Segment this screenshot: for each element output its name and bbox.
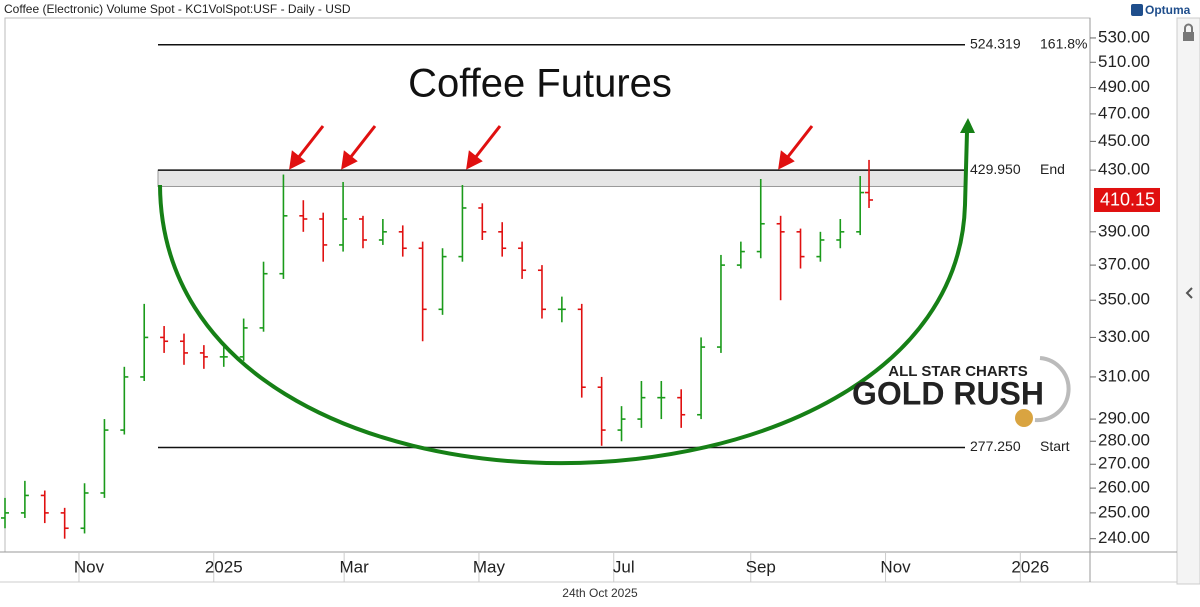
y-tick-label: 280.00 [1098, 431, 1150, 450]
level-value: 524.319 [970, 35, 1021, 51]
x-tick-label: 2026 [1011, 557, 1049, 576]
y-tick-label: 450.00 [1098, 131, 1150, 150]
level-name: Start [1040, 438, 1070, 454]
y-tick-label: 350.00 [1098, 290, 1150, 309]
panel-toggle[interactable] [1185, 287, 1193, 299]
y-tick-label: 240.00 [1098, 528, 1150, 547]
header-bar [0, 0, 1200, 18]
x-tick-label: Mar [340, 557, 370, 576]
x-tick-label: Jul [613, 557, 635, 576]
y-tick-label: 370.00 [1098, 255, 1150, 274]
y-tick-label: 330.00 [1098, 327, 1150, 346]
x-tick-label: Nov [74, 557, 105, 576]
brand-icon [1131, 4, 1143, 16]
y-tick-label: 390.00 [1098, 221, 1150, 240]
resistance-zone [157, 169, 966, 187]
annotation-arrows [289, 125, 814, 170]
footer-date: 24th Oct 2025 [562, 586, 638, 600]
last-price-label: 410.15 [1100, 190, 1155, 210]
x-tick-label: 2025 [205, 557, 243, 576]
x-tick-label: Nov [880, 557, 911, 576]
y-tick-label: 250.00 [1098, 502, 1150, 521]
y-tick-label: 290.00 [1098, 409, 1150, 428]
level-value: 429.950 [970, 161, 1021, 177]
y-tick-label: 490.00 [1098, 77, 1150, 96]
watermark-main: GOLD RUSH [852, 375, 1044, 411]
y-tick-label: 270.00 [1098, 454, 1150, 473]
y-tick-label: 430.00 [1098, 160, 1150, 179]
brand: Optuma [1145, 3, 1191, 17]
watermark-swoosh [1034, 356, 1071, 423]
x-tick-label: Sep [746, 557, 776, 576]
lock-icon[interactable] [1183, 32, 1194, 41]
y-tick-label: 260.00 [1098, 478, 1150, 497]
cup-arc [158, 131, 969, 465]
lock-shackle [1184, 23, 1193, 32]
y-tick-label: 470.00 [1098, 103, 1150, 122]
level-name: 161.8% [1040, 35, 1087, 51]
y-tick-label: 310.00 [1098, 366, 1150, 385]
x-tick-label: May [473, 557, 506, 576]
watermark-top: ALL STAR CHARTS [888, 363, 1027, 380]
chart-title: Coffee Futures [408, 62, 672, 106]
level-name: End [1040, 161, 1065, 177]
cup-arrowhead [960, 118, 975, 133]
y-tick-label: 530.00 [1098, 27, 1150, 46]
watermark: ALL STAR CHARTS GOLD RUSH [852, 356, 1071, 427]
last-price-tag [1094, 187, 1160, 212]
watermark-nugget [1015, 409, 1033, 427]
side-panel [1176, 17, 1200, 585]
level-value: 277.250 [970, 438, 1021, 454]
header: Coffee (Electronic) Volume Spot - KC1Vol… [4, 2, 351, 16]
y-tick-label: 510.00 [1098, 52, 1150, 71]
